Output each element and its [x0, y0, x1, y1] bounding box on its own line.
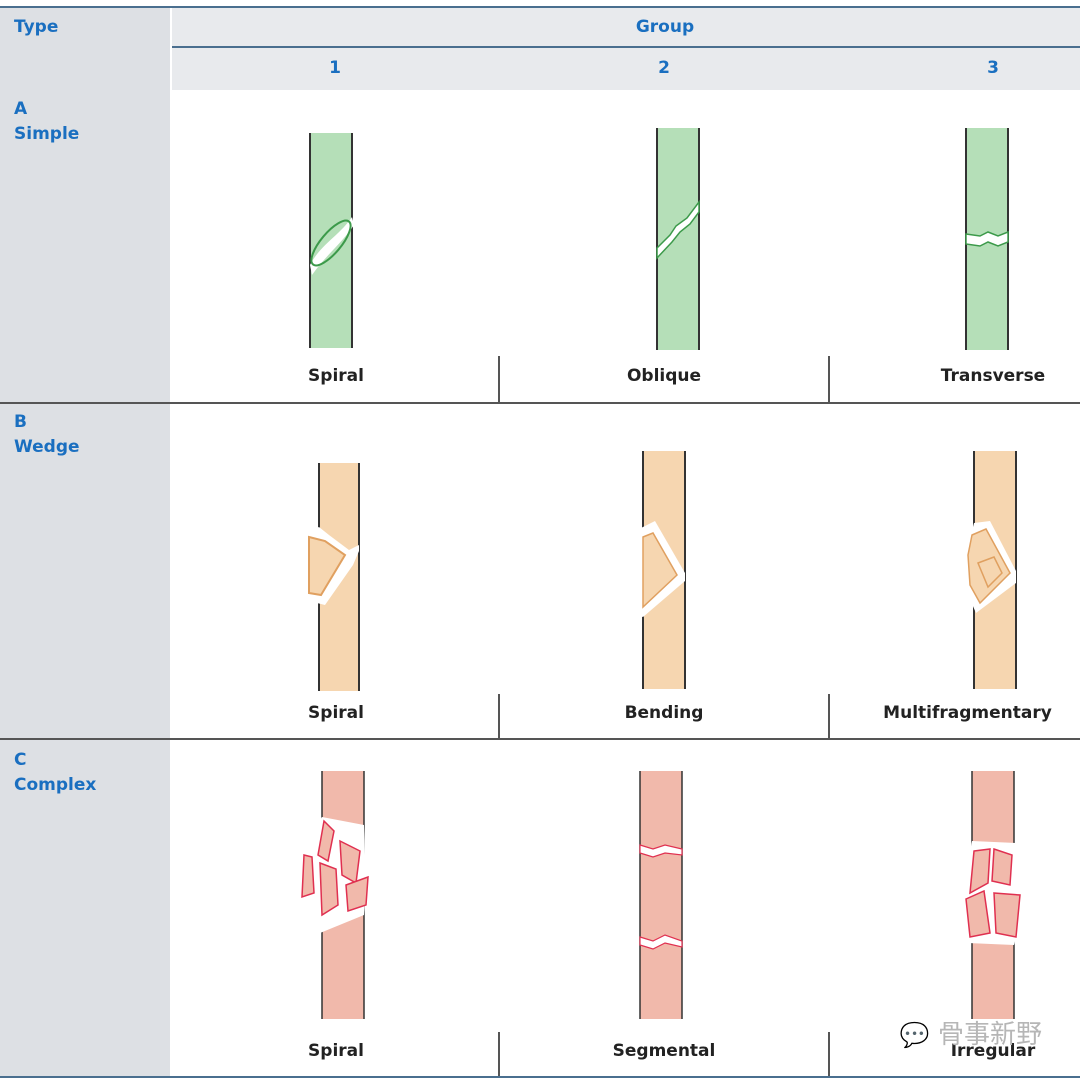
- complex-spiral-bone: [298, 771, 369, 1019]
- label-c3: Irregular: [950, 1041, 1036, 1061]
- group-number-1: 1: [329, 58, 341, 78]
- group-number-2: 2: [658, 58, 670, 78]
- label-c2: Segmental: [612, 1041, 716, 1061]
- row-divider-b: [0, 738, 1080, 740]
- label-b3: Multifragmentary: [883, 703, 1052, 723]
- label-a3: Transverse: [940, 366, 1046, 386]
- simple-oblique-bone: [656, 128, 700, 350]
- type-heading: Type: [14, 17, 59, 37]
- row-divider-a: [0, 402, 1080, 404]
- type-column: [0, 740, 170, 1076]
- row-c-name: Complex: [14, 775, 97, 795]
- col-sep: [828, 694, 830, 738]
- label-b1: Spiral: [308, 703, 364, 723]
- group-number-3: 3: [987, 58, 999, 78]
- type-column: [0, 8, 170, 402]
- header-rule: [172, 46, 1080, 48]
- group-heading: Group: [635, 17, 695, 37]
- col-sep: [498, 356, 500, 402]
- complex-segmental-bone: [639, 771, 683, 1019]
- top-rule: [0, 6, 1080, 8]
- simple-transverse-bone: [965, 128, 1009, 350]
- group-numbers-band: [172, 48, 1080, 90]
- col-sep: [498, 694, 500, 738]
- wedge-bending-bone: [637, 451, 686, 689]
- bottom-rule: [0, 1076, 1080, 1078]
- wedge-spiral-bone: [305, 463, 360, 691]
- wechat-icon: 💬: [899, 1021, 930, 1049]
- label-a2: Oblique: [626, 366, 702, 386]
- row-a-name: Simple: [14, 124, 80, 144]
- wedge-multifragmentary-bone: [964, 451, 1017, 689]
- complex-irregular-bone: [962, 771, 1022, 1019]
- watermark: 💬 骨事新野: [900, 1014, 1042, 1051]
- row-a-letter: A: [14, 99, 28, 119]
- label-a1: Spiral: [308, 366, 364, 386]
- type-column: [0, 404, 170, 738]
- col-sep: [828, 356, 830, 402]
- group-header: [172, 8, 1080, 46]
- row-b-name: Wedge: [14, 437, 80, 457]
- col-sep: [498, 1032, 500, 1076]
- row-b-letter: B: [14, 412, 27, 432]
- col-sep: [828, 1032, 830, 1076]
- label-b2: Bending: [624, 703, 704, 723]
- row-c-letter: C: [14, 750, 27, 770]
- watermark-text: 骨事新野: [937, 1020, 1042, 1050]
- label-c1: Spiral: [308, 1041, 364, 1061]
- simple-spiral-bone: [309, 133, 354, 348]
